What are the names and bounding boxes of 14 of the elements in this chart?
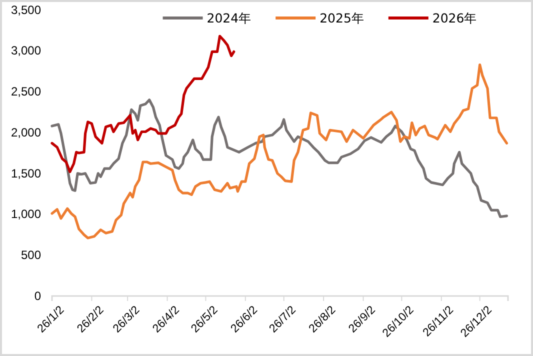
y-tick-label: 1,500 bbox=[10, 166, 42, 180]
y-tick-label: 0 bbox=[34, 288, 42, 303]
y-tick-label: 2,000 bbox=[10, 125, 42, 140]
line-series bbox=[50, 63, 508, 240]
y-tick-label: 500 bbox=[20, 248, 42, 262]
line-series bbox=[50, 98, 508, 218]
y-tick-label: 2,500 bbox=[10, 84, 42, 99]
legend-label: 2024年 bbox=[206, 10, 252, 26]
legend-label: 2026年 bbox=[432, 10, 478, 26]
line-series bbox=[50, 34, 236, 174]
y-tick-label: 1,000 bbox=[10, 207, 42, 222]
y-tick-label: 3,500 bbox=[10, 2, 42, 17]
legend-label: 2025年 bbox=[320, 10, 364, 26]
y-tick-label: 3,000 bbox=[10, 44, 42, 58]
